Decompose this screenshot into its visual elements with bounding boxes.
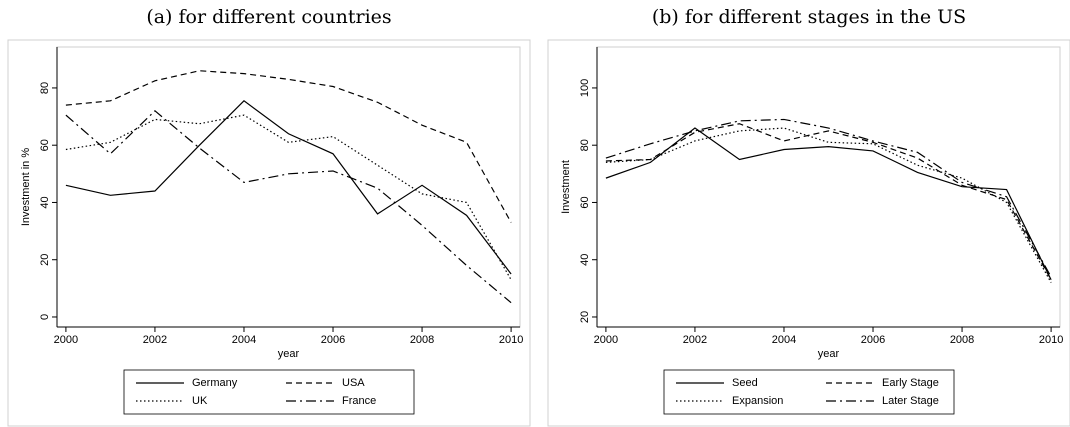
- series-line: [605, 127, 1052, 283]
- legend: [663, 369, 955, 415]
- plot-area: [56, 46, 521, 328]
- series-line: [65, 114, 512, 281]
- y-tick-label: 40: [579, 254, 591, 266]
- x-tick-label: 2010: [1039, 334, 1063, 346]
- series-line: [605, 127, 1052, 281]
- x-tick-label: 2006: [861, 334, 885, 346]
- legend-label: Later Stage: [882, 395, 939, 407]
- legend-label: Early Stage: [882, 377, 939, 389]
- y-tick-label: 20: [579, 311, 591, 323]
- x-tick-label: 2002: [143, 334, 167, 346]
- series-line: [65, 110, 512, 304]
- x-tick-label: 2008: [410, 334, 434, 346]
- y-tick-label: 60: [39, 139, 51, 151]
- x-tick-label: 2000: [54, 334, 78, 346]
- x-tick-label: 2004: [232, 334, 256, 346]
- series-line: [65, 100, 512, 275]
- y-tick-label: 100: [579, 79, 591, 97]
- y-tick-label: 80: [579, 139, 591, 151]
- legend-label: France: [342, 395, 376, 407]
- y-tick-label: 20: [39, 254, 51, 266]
- y-tick-label: 40: [39, 196, 51, 208]
- x-tick-label: 2000: [594, 334, 618, 346]
- y-tick-label: 80: [39, 82, 51, 94]
- y-tick-label: 0: [39, 314, 51, 320]
- legend-label: Seed: [732, 377, 758, 389]
- series-line: [605, 118, 1052, 278]
- x-tick-label: 2002: [683, 334, 707, 346]
- x-tick-label: 2008: [950, 334, 974, 346]
- y-tick-label: 60: [579, 196, 591, 208]
- plot-area: [596, 46, 1061, 328]
- x-axis-label: year: [818, 348, 840, 360]
- series-line: [605, 123, 1052, 281]
- legend-label: Expansion: [732, 395, 783, 407]
- chart-title: (b) for different stages in the US: [652, 6, 966, 28]
- legend: [123, 369, 415, 415]
- x-tick-label: 2006: [321, 334, 345, 346]
- legend-label: Germany: [192, 377, 238, 389]
- x-axis-label: year: [278, 348, 300, 360]
- chart-title: (a) for different countries: [146, 6, 391, 28]
- y-axis-label: Investment in %: [20, 148, 32, 226]
- x-tick-label: 2010: [499, 334, 523, 346]
- legend-label: UK: [192, 395, 208, 407]
- x-tick-label: 2004: [772, 334, 796, 346]
- y-axis-label: Investment: [560, 160, 572, 214]
- legend-label: USA: [342, 377, 365, 389]
